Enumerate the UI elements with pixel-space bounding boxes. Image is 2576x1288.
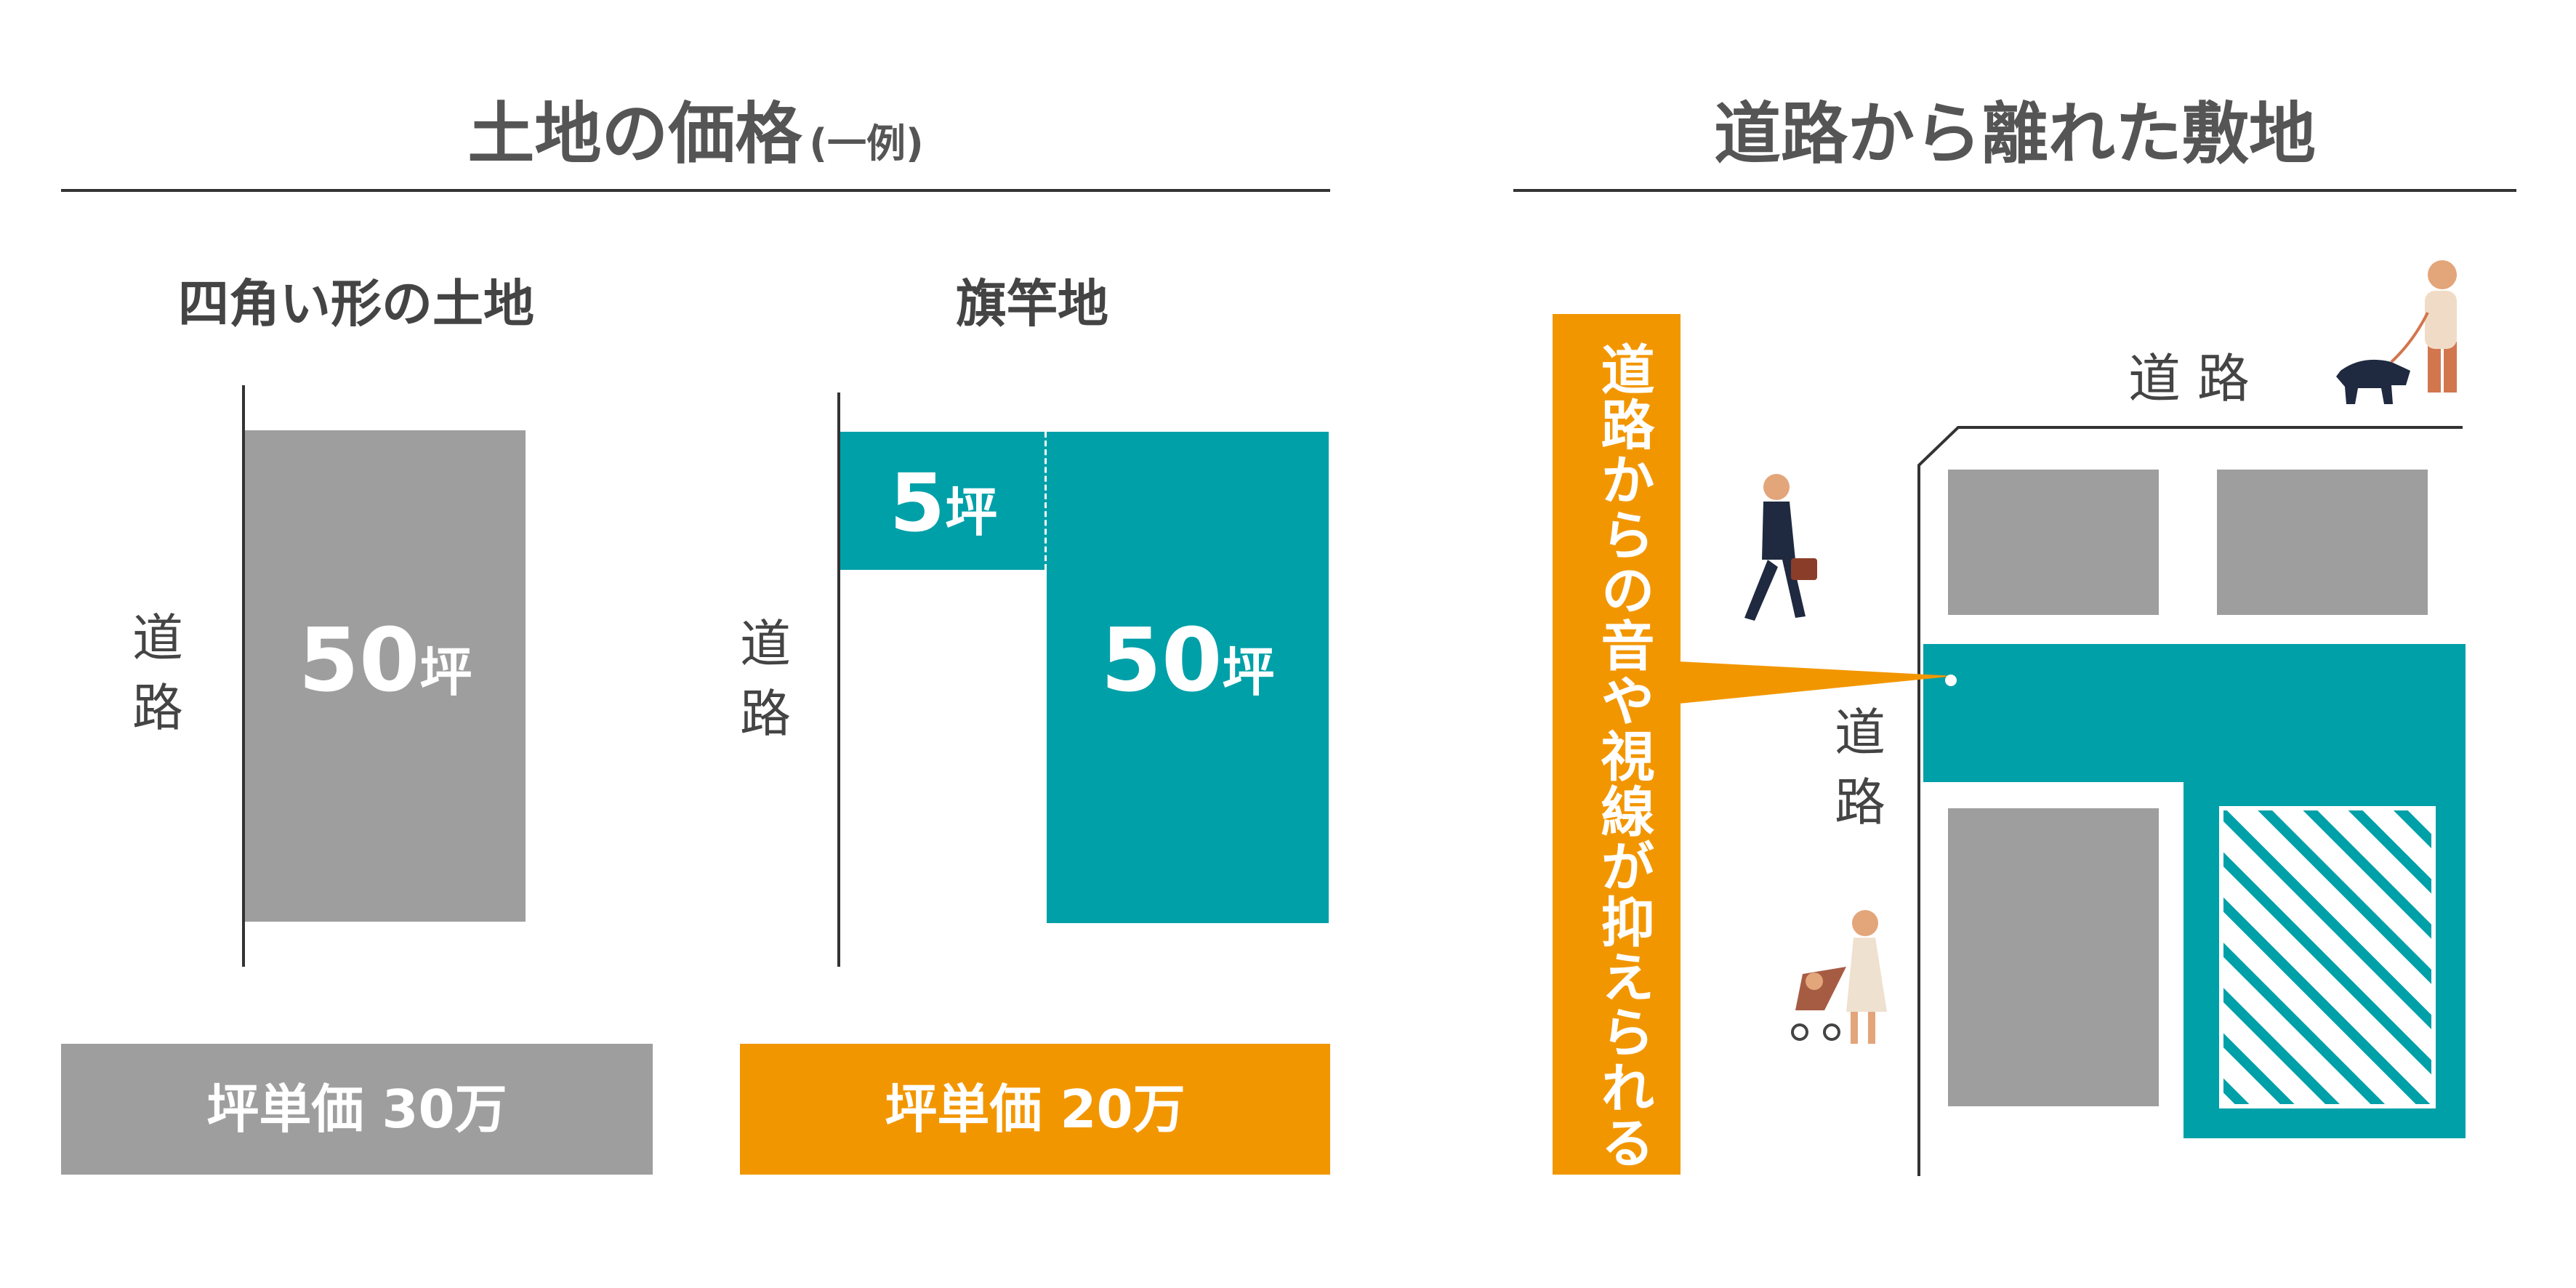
callout-text: 道路からの音や視線が抑えられる: [1592, 342, 1654, 1170]
neighbor-lot-top-right: [2217, 470, 2428, 615]
dog-walker-figure: [2336, 260, 2457, 404]
flag-lot-area-label: 50坪: [1047, 611, 1329, 712]
road-edge-line: [1917, 426, 2463, 1176]
neighbor-lot-top-left: [1948, 470, 2159, 615]
square-lot-plot: [245, 430, 526, 922]
left-title-rule: [61, 189, 1330, 192]
left-title-note: (一例): [809, 121, 924, 166]
flag-lot-price-box: 坪単価 20万: [740, 1044, 1330, 1175]
flag-lot-road-label: 道 路: [733, 609, 798, 749]
flag-lot-pole-label: 5坪: [840, 456, 1047, 550]
flag-lot-pole-unit: 坪: [945, 482, 998, 543]
callout-box: [1553, 314, 1681, 1175]
road-char-2: 路: [740, 684, 791, 744]
square-lot-area-label: 50坪: [245, 611, 526, 712]
square-lot-heading: 四角い形の土地: [178, 274, 534, 334]
woman-with-stroller-figure: [1791, 910, 1887, 1044]
flag-lot-pole-number: 5: [889, 456, 946, 550]
flag-lot-heading: 旗竿地: [956, 274, 1108, 334]
square-lot-price-box: 坪単価 30万: [61, 1044, 653, 1175]
flag-lot-divider: [1045, 432, 1047, 570]
neighbor-lot-bottom-left: [1948, 808, 2159, 1106]
flag-lot-road-line: [837, 393, 840, 967]
square-lot-area-unit: 坪: [419, 642, 472, 703]
left-title-text: 土地の価格: [467, 95, 802, 173]
building-hatch: [2219, 806, 2436, 1108]
road-char-2: 路: [1835, 773, 1885, 832]
side-road-label: 道 路: [1827, 698, 1893, 837]
flag-lot-area-number: 50: [1100, 611, 1223, 712]
road-char-1: 道: [132, 608, 183, 668]
top-road-label: 道 路: [2128, 348, 2250, 409]
square-lot-road-label: 道 路: [125, 603, 190, 743]
left-panel-title: 土地の価格 (一例): [61, 80, 1330, 177]
flag-lot-main-plot: [1047, 432, 1329, 923]
right-title-rule: [1513, 189, 2516, 192]
road-char-2: 路: [132, 678, 183, 738]
businessman-figure: [1744, 474, 1817, 621]
callout-dot: [1945, 675, 1957, 686]
flag-lot-pole: [840, 432, 1047, 570]
road-char-1: 道: [1835, 703, 1885, 762]
road-char-1: 道: [740, 614, 791, 674]
square-lot-road-line: [242, 385, 245, 967]
right-panel-title: 道路から離れた敷地: [1713, 95, 2316, 173]
flag-lot-area-unit: 坪: [1222, 642, 1275, 703]
square-lot-area-number: 50: [298, 611, 420, 712]
callout-pointer: [1679, 661, 1955, 704]
